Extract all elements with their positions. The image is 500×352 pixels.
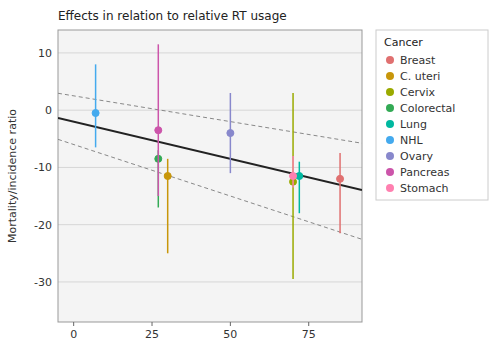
grid-line [58, 224, 362, 225]
point [155, 127, 162, 134]
x-tick [152, 322, 153, 326]
y-tick-label: -30 [34, 276, 52, 289]
legend-box [376, 30, 488, 200]
marks [58, 44, 362, 279]
point [92, 110, 99, 117]
error-bar [339, 153, 341, 233]
plot-frame [58, 30, 362, 322]
point [227, 130, 234, 137]
grid-line [58, 110, 362, 111]
x-tick [73, 322, 74, 326]
ci-line [58, 93, 362, 143]
x-tick-label: 0 [70, 328, 77, 341]
point [337, 175, 344, 182]
chart: -30 -20 -10 0 10 0 25 50 75 Effects in relation t… [0, 0, 500, 352]
y-tick-label: -10 [34, 161, 52, 174]
legend-swatch [386, 120, 394, 128]
legend-swatch [386, 72, 394, 80]
legend-title: Cancer [384, 36, 423, 49]
error-bar [292, 156, 294, 187]
x-tick [230, 322, 231, 326]
y-tick-label: -20 [34, 219, 52, 232]
title: Effects in relation to relative RT usage [58, 9, 287, 23]
point [290, 173, 297, 180]
x-tick-label: 25 [145, 328, 159, 341]
legend-swatch [386, 56, 394, 64]
legend-label: Breast [400, 54, 436, 67]
plot-area [58, 30, 362, 322]
legend-swatch [386, 104, 394, 112]
error-bar [158, 44, 160, 196]
legend-swatch [386, 136, 394, 144]
x-tick [308, 322, 309, 326]
legend-swatch [386, 152, 394, 160]
grid-line [58, 52, 362, 53]
legend-label: C. uteri [400, 70, 440, 83]
legend-swatch [386, 88, 394, 96]
grid-line [58, 167, 362, 168]
y-axis-label: Mortality/incidence ratio [6, 109, 19, 243]
legend-label: Ovary [400, 150, 433, 163]
x-tick-label: 50 [223, 328, 237, 341]
error-bar [299, 162, 301, 214]
legend-label: Lung [400, 118, 427, 131]
error-bar [95, 64, 97, 147]
point [164, 173, 171, 180]
legend-label: Colorectal [400, 102, 455, 115]
grid-line [58, 281, 362, 282]
legend: Cancer Breast C. uteri Cervix Colorectal Lung… [376, 30, 488, 200]
legend-label: Cervix [400, 86, 436, 99]
y-tick-label: 0 [45, 104, 52, 117]
error-bar [292, 93, 294, 279]
legend-label: NHL [400, 134, 424, 147]
legend-swatch [386, 184, 394, 192]
regression-line [58, 118, 362, 190]
x-tick-label: 75 [302, 328, 316, 341]
legend-label: Stomach [400, 182, 449, 195]
legend-swatch [386, 168, 394, 176]
legend-label: Pancreas [400, 166, 450, 179]
y-tick-label: 10 [38, 47, 52, 60]
